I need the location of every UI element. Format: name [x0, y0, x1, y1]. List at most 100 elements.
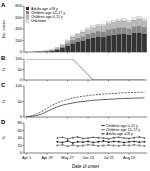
marker — [128, 141, 130, 143]
legend-swatch — [101, 133, 105, 134]
marker — [103, 140, 105, 142]
bar — [60, 44, 65, 46]
y-tick — [23, 40, 25, 41]
bar — [137, 32, 142, 52]
y-axis-label: No. cases — [1, 20, 6, 38]
bar — [91, 38, 96, 52]
y-tick — [23, 6, 25, 7]
marker — [128, 145, 130, 147]
bar — [45, 50, 50, 51]
bar — [34, 51, 39, 52]
bar — [34, 51, 39, 52]
y-tick-label: 400 — [15, 26, 22, 31]
y-tick — [23, 130, 25, 131]
bar — [86, 39, 91, 52]
bar — [137, 17, 142, 19]
bar — [86, 34, 91, 39]
bar — [60, 47, 65, 48]
marker — [118, 136, 120, 138]
bar — [50, 49, 55, 50]
y-tick-label: 800 — [15, 3, 22, 8]
y-tick — [23, 59, 25, 60]
line — [57, 141, 144, 143]
x-tick — [67, 80, 68, 82]
marker — [123, 144, 125, 146]
x-tick-label: Jul 22 — [103, 156, 113, 160]
bar — [86, 28, 91, 30]
bar — [70, 43, 75, 52]
marker — [62, 144, 64, 146]
bar — [24, 52, 29, 53]
x-tick — [26, 153, 27, 155]
bar — [40, 51, 45, 52]
bar — [142, 34, 147, 52]
y-tick — [23, 29, 25, 30]
bar — [60, 45, 65, 47]
marker — [56, 141, 58, 143]
legend: Adults age ≥18 yChildren age 12–17 yChil… — [26, 7, 65, 24]
bar — [34, 51, 39, 52]
bar — [132, 33, 137, 52]
bar — [142, 27, 147, 33]
bar — [122, 34, 127, 52]
legend-label: Unknown — [31, 19, 46, 23]
marker — [72, 137, 74, 139]
marker — [97, 137, 99, 139]
marker — [123, 142, 125, 144]
marker — [67, 138, 69, 140]
x-tick — [47, 80, 48, 82]
legend-swatch — [26, 15, 29, 18]
bar — [106, 22, 111, 24]
marker — [102, 137, 104, 139]
bar — [122, 28, 127, 34]
y-tick — [23, 86, 25, 87]
bar — [24, 52, 29, 53]
bar — [50, 51, 55, 52]
marker — [113, 140, 115, 142]
panel-label: D — [1, 119, 6, 125]
marker — [92, 144, 94, 146]
legend-swatch — [102, 133, 104, 135]
marker — [144, 141, 146, 143]
x-tick — [26, 80, 27, 82]
marker — [82, 141, 84, 143]
marker — [87, 140, 89, 142]
bar — [106, 24, 111, 30]
x-tick — [129, 80, 130, 82]
marker — [113, 137, 115, 139]
y-tick — [23, 123, 25, 124]
bar — [40, 51, 45, 52]
marker — [128, 137, 130, 139]
bar — [75, 34, 80, 38]
y-tick — [23, 117, 25, 118]
bar — [116, 28, 121, 34]
panel-label: B — [1, 55, 6, 61]
marker — [56, 137, 58, 139]
legend-swatch — [26, 11, 29, 14]
bar — [50, 49, 55, 51]
bar — [91, 26, 96, 28]
plot-area — [56, 136, 145, 147]
bar — [132, 18, 137, 20]
bar — [142, 21, 147, 28]
marker — [77, 141, 79, 143]
marker — [92, 142, 94, 144]
bar — [96, 36, 101, 52]
bar — [65, 41, 70, 44]
bar — [55, 48, 60, 50]
marker — [118, 145, 120, 147]
bar — [29, 52, 34, 53]
marker — [133, 144, 135, 146]
y-tick — [23, 153, 25, 154]
bar — [81, 41, 86, 53]
bar — [106, 35, 111, 52]
y-tick-label: 80 — [18, 120, 23, 125]
line — [57, 145, 144, 147]
bar — [96, 26, 101, 31]
bar — [65, 39, 70, 41]
bar — [116, 34, 121, 52]
y-tick — [23, 101, 25, 102]
x-tick — [129, 117, 130, 119]
y-axis — [24, 59, 25, 80]
bar — [75, 33, 80, 34]
